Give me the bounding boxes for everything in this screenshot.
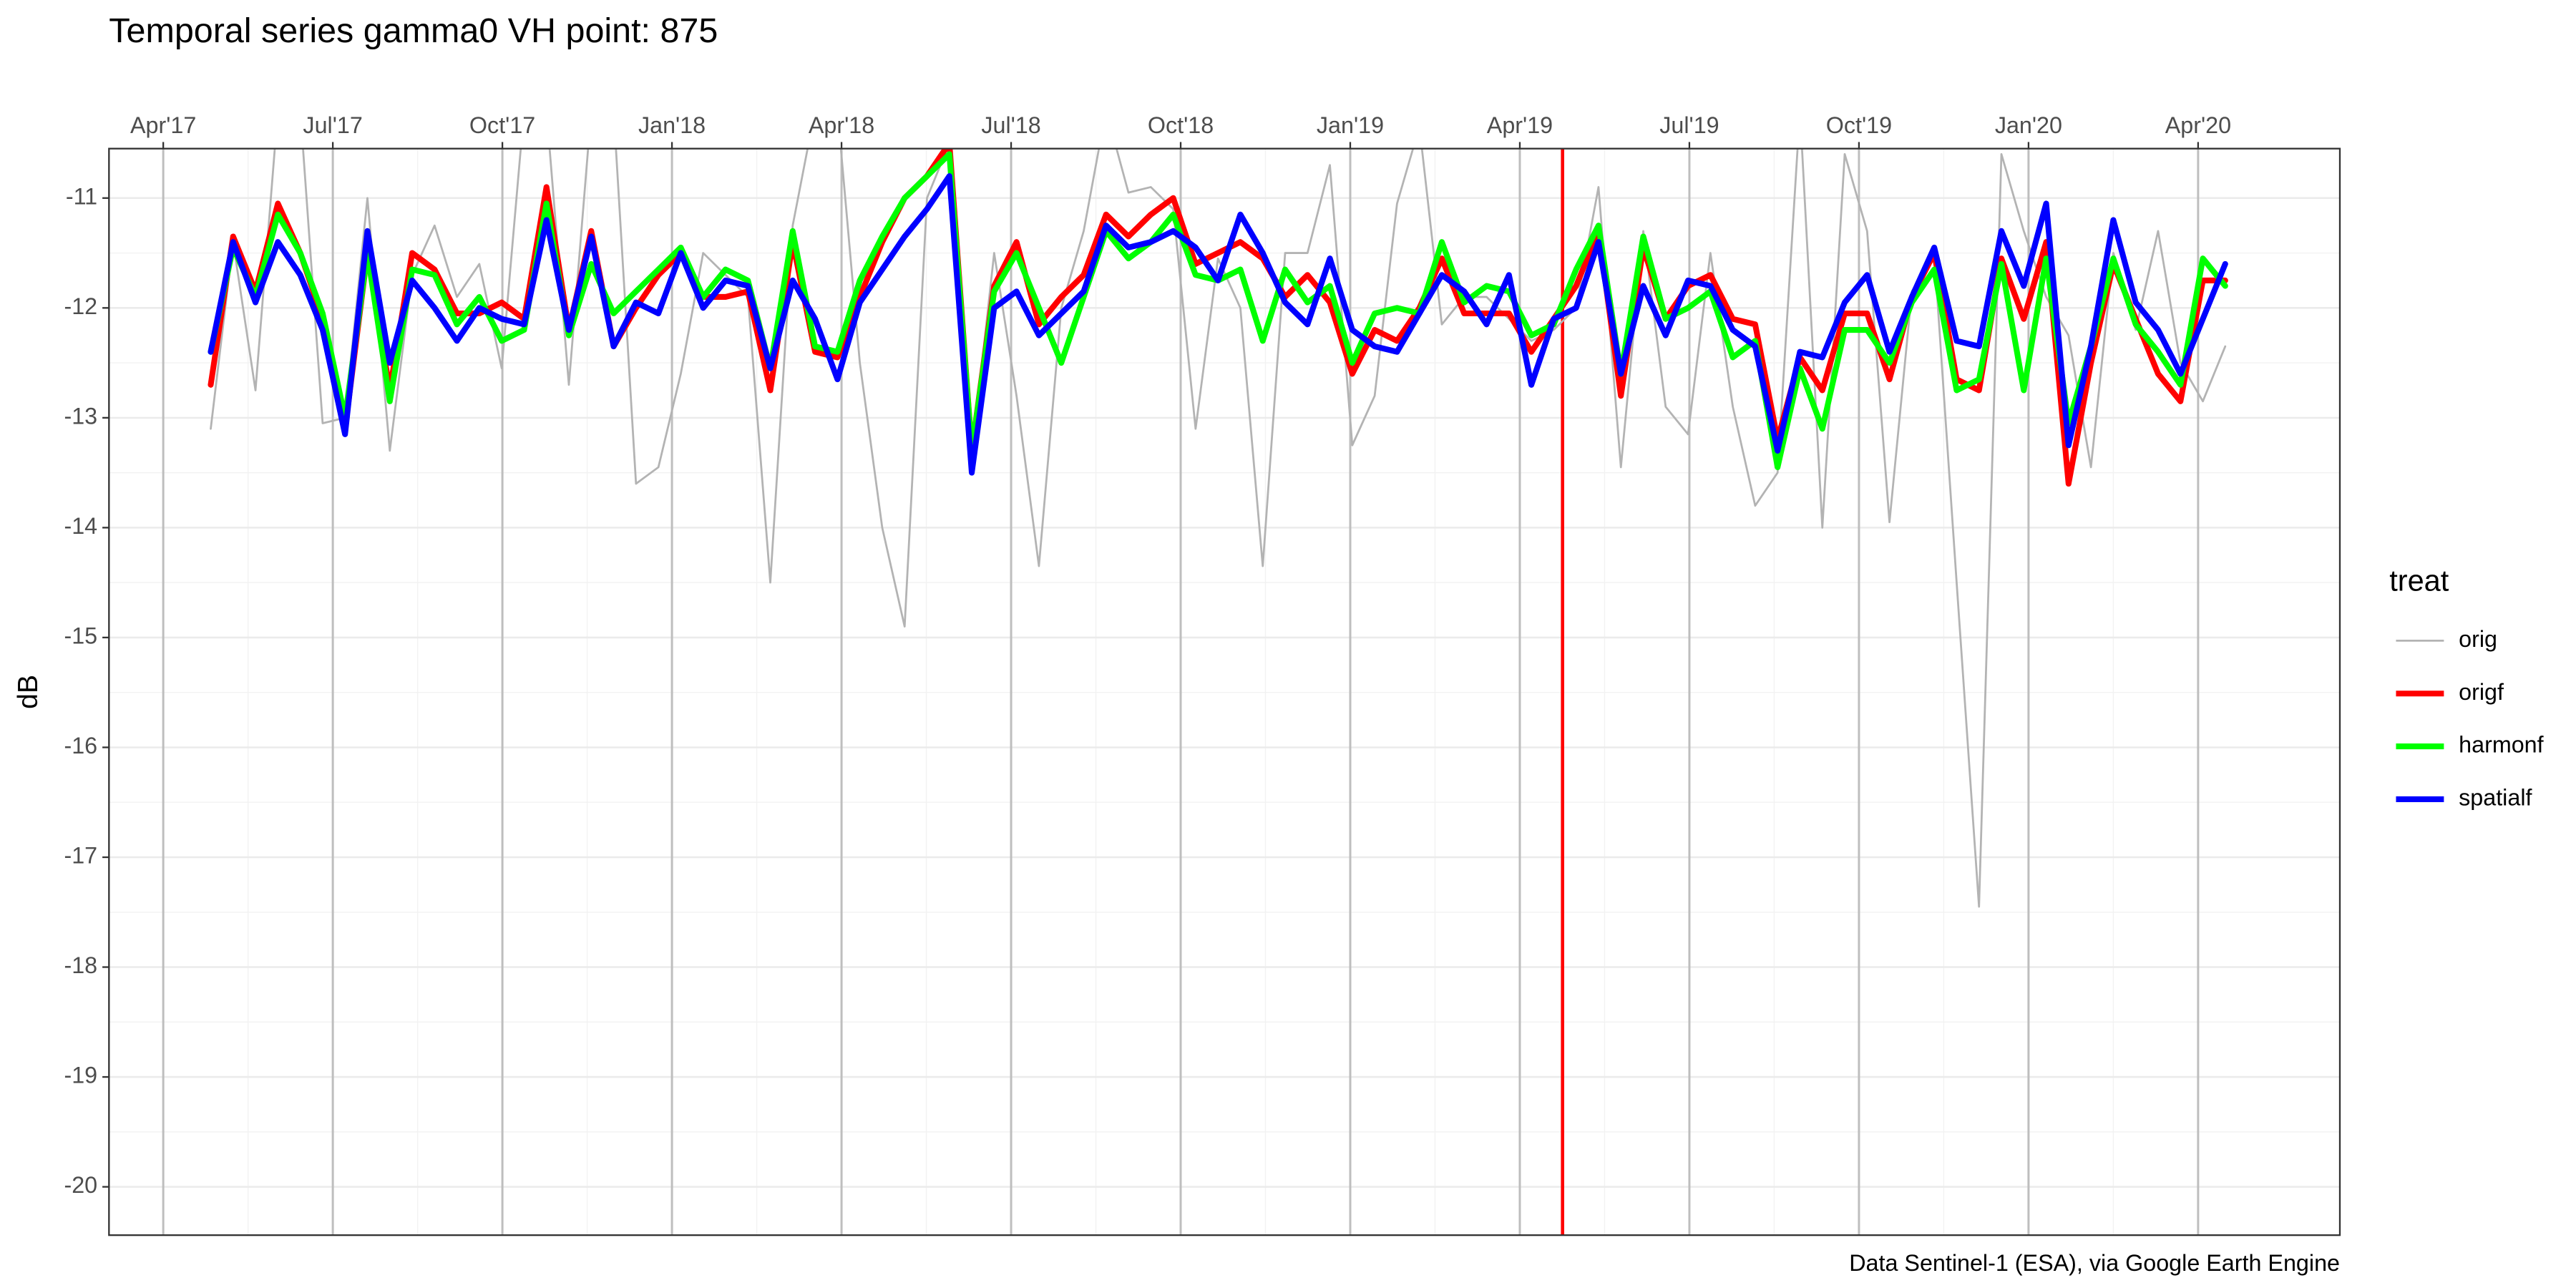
y-tick-label: -12 <box>64 293 97 319</box>
caption: Data Sentinel-1 (ESA), via Google Earth … <box>1849 1250 2340 1276</box>
grid <box>109 148 2340 1236</box>
x-tick-label: Apr'20 <box>2165 112 2231 138</box>
plot-area <box>208 148 2228 1236</box>
x-tick-label: Jan'19 <box>1317 112 1384 138</box>
legend-label: origf <box>2459 679 2504 705</box>
y-tick-label: -13 <box>64 403 97 429</box>
x-tick-label: Oct'19 <box>1826 112 1892 138</box>
legend-label: harmonf <box>2459 732 2545 758</box>
plot-border <box>108 147 2341 1236</box>
legend-title: treat <box>2389 564 2449 597</box>
x-tick-label: Apr'18 <box>809 112 874 138</box>
series-line <box>208 148 2228 487</box>
x-tick-label: Apr'17 <box>130 112 196 138</box>
x-tick-label: Jan'18 <box>638 112 706 138</box>
x-tick-label: Jan'20 <box>1995 112 2062 138</box>
y-tick-label: -14 <box>64 513 97 539</box>
x-tick-label: Jul'18 <box>981 112 1040 138</box>
x-tick-label: Jul'17 <box>303 112 362 138</box>
legend-label: orig <box>2459 626 2497 652</box>
y-tick-label: -17 <box>64 843 97 869</box>
x-tick-label: Oct'18 <box>1148 112 1214 138</box>
y-tick-label: -20 <box>64 1172 97 1198</box>
series-line <box>210 148 2227 908</box>
y-tick-label: -18 <box>64 952 97 978</box>
y-tick-label: -15 <box>64 623 97 648</box>
x-tick-label: Jul'19 <box>1659 112 1719 138</box>
y-tick-label: -11 <box>66 183 97 209</box>
x-tick-label: Apr'19 <box>1487 112 1553 138</box>
y-axis-title: dB <box>12 675 44 709</box>
y-tick-label: -16 <box>64 733 97 758</box>
legend-label: spatialf <box>2459 784 2532 810</box>
series-line <box>208 173 2228 476</box>
chart-title: Temporal series gamma0 VH point: 875 <box>109 11 718 50</box>
x-tick-label: Oct'17 <box>469 112 535 138</box>
y-tick-label: -19 <box>64 1063 97 1088</box>
axes: -20 -19 -18 -17 -16 -15 -14 -13 -12 -11 Apr'17 Jul'… <box>64 112 2231 1198</box>
legend: treat orig origf harmonf spatialf <box>2389 564 2544 811</box>
